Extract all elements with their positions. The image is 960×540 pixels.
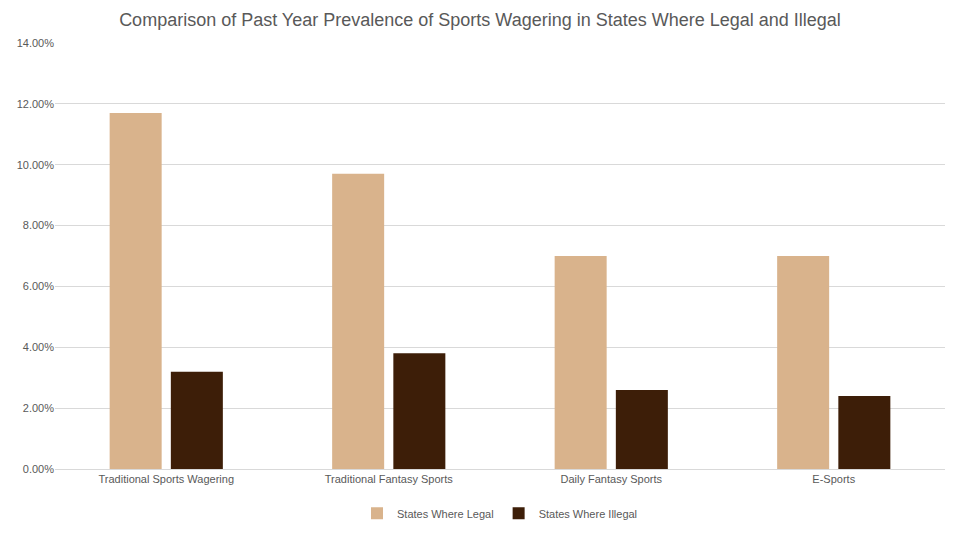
svg-text:States Where Legal: States Where Legal (397, 508, 494, 520)
svg-text:8.00%: 8.00% (23, 219, 54, 231)
svg-text:2.00%: 2.00% (23, 402, 54, 414)
svg-text:6.00%: 6.00% (23, 280, 54, 292)
svg-text:4.00%: 4.00% (23, 341, 54, 353)
svg-text:Daily Fantasy Sports: Daily Fantasy Sports (561, 473, 663, 485)
svg-text:12.00%: 12.00% (17, 98, 55, 110)
svg-text:14.00%: 14.00% (17, 37, 55, 49)
svg-text:Traditional Fantasy Sports: Traditional Fantasy Sports (325, 473, 453, 485)
svg-text:States Where Illegal: States Where Illegal (539, 508, 637, 520)
svg-text:Comparison of Past Year Preval: Comparison of Past Year Prevalence of Sp… (119, 10, 841, 30)
svg-text:E-Sports: E-Sports (812, 473, 855, 485)
svg-text:Traditional Sports Wagering: Traditional Sports Wagering (98, 473, 234, 485)
svg-text:10.00%: 10.00% (17, 159, 55, 171)
svg-text:0.00%: 0.00% (23, 463, 54, 475)
